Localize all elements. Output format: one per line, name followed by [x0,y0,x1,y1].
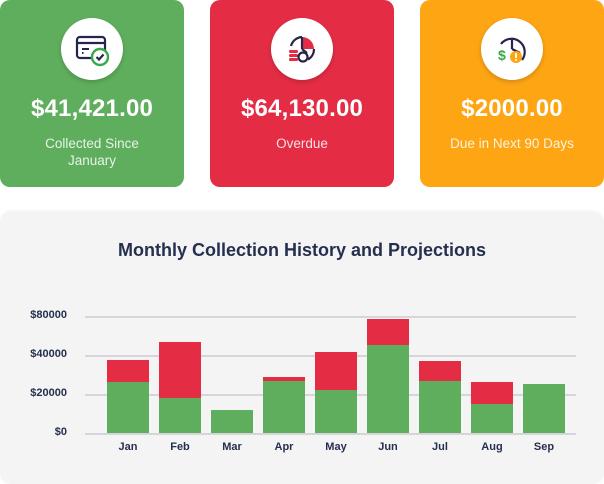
y-tick-label: $80000 [30,309,67,321]
bar-segment-collected[interactable] [367,345,409,433]
x-tick-label: Apr [274,441,294,453]
bar-apr[interactable] [263,377,305,433]
clock-dollar-alert-icon: $ [498,37,526,63]
y-tick-label: $20000 [30,387,67,399]
y-tick-label: $40000 [30,348,67,360]
overdue-amount: $64,130.00 [240,95,364,122]
due-summary-card: $ $2000.00 Due in Next 90 Days [420,0,604,187]
x-tick-label: Feb [170,441,190,453]
credit-card-check-icon [75,35,110,67]
bar-segment-overdue[interactable] [315,352,357,390]
icon-badge: $ [481,18,543,80]
overdue-summary-card: $64,130.00 Overdue [210,0,394,187]
icon-badge [61,18,123,80]
bar-jun[interactable] [367,319,409,433]
bar-segment-collected[interactable] [159,398,201,433]
gridline [85,316,576,318]
icon-badge [271,18,333,80]
bar-jul[interactable] [419,361,461,433]
bar-segment-collected[interactable] [107,382,149,433]
bar-segment-overdue[interactable] [367,319,409,345]
gridline-baseline [85,433,576,435]
bar-segment-overdue[interactable] [107,360,149,382]
svg-text:$: $ [498,47,506,63]
bar-segment-collected[interactable] [419,381,461,433]
clock-coins-icon [289,35,316,63]
bar-segment-collected[interactable] [211,410,253,433]
stacked-bar-chart: $80000 $40000 $20000 $0 Jan Feb Mar Apr … [0,211,604,484]
x-tick-label: Jan [118,441,138,453]
bar-segment-collected[interactable] [263,381,305,433]
bar-segment-collected[interactable] [471,404,513,433]
due-label: Due in Next 90 Days [450,136,574,151]
collection-chart-panel: Monthly Collection History and Projectio… [0,211,604,484]
chart-title: Monthly Collection History and Projectio… [117,240,487,260]
x-tick-label: May [325,441,347,453]
y-tick-label: $0 [54,426,67,438]
bar-segment-collected[interactable] [315,390,357,433]
x-tick-label: Jun [378,441,398,453]
bar-aug[interactable] [471,382,513,433]
x-tick-label: Aug [481,441,503,453]
bar-segment-overdue[interactable] [263,377,305,381]
x-tick-label: Jul [432,441,448,453]
bar-segment-overdue[interactable] [471,382,513,404]
bar-sep[interactable] [523,384,565,433]
bar-segment-collected[interactable] [523,384,565,433]
collected-summary-card: $41,421.00 Collected Since January [0,0,184,187]
collected-label: Collected Since January [45,136,139,168]
bar-segment-overdue[interactable] [159,342,201,398]
overdue-label: Overdue [276,136,328,151]
bar-jan[interactable] [107,360,149,433]
x-tick-label: Sep [533,441,555,453]
collected-amount: $41,421.00 [30,95,154,122]
x-tick-label: Mar [222,441,242,453]
bar-feb[interactable] [159,342,201,433]
due-amount: $2000.00 [461,95,563,122]
bar-mar[interactable] [211,410,253,433]
bar-segment-overdue[interactable] [419,361,461,381]
bar-may[interactable] [315,352,357,433]
